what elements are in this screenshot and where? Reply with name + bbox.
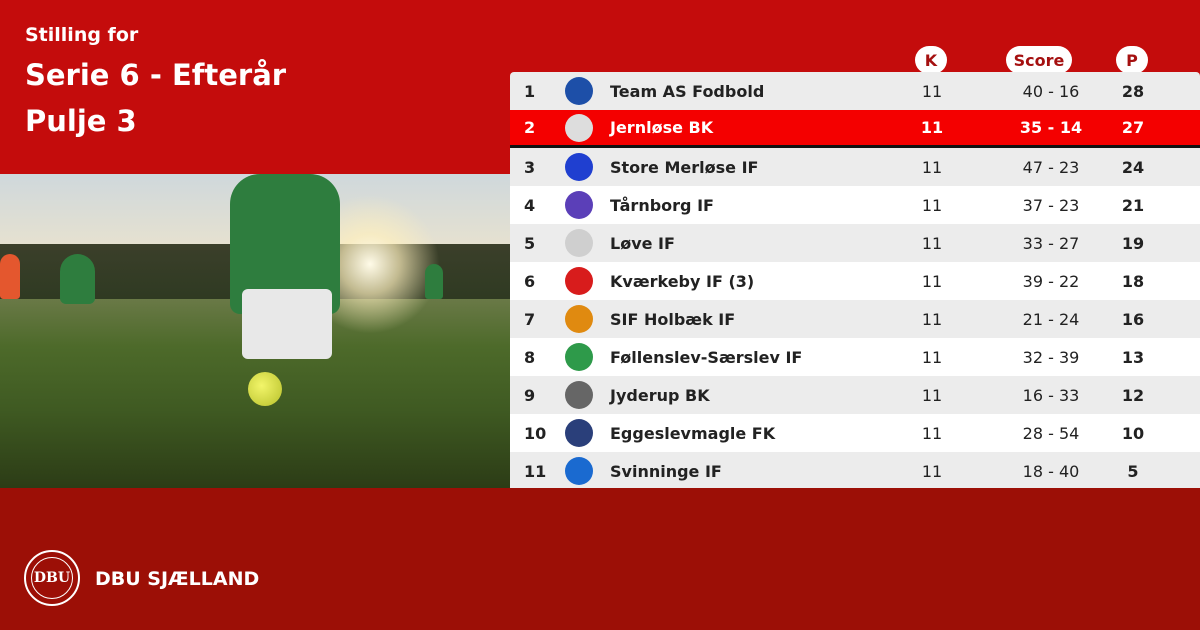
position: 6 bbox=[524, 271, 536, 291]
brand-name: DBU SJÆLLAND bbox=[95, 568, 260, 590]
points: 28 bbox=[1121, 81, 1145, 101]
goal-score: 33 - 27 bbox=[1022, 233, 1080, 253]
matches-played: 11 bbox=[921, 271, 943, 291]
table-row: 7 SIF Holbæk IF 11 21 - 24 16 bbox=[510, 300, 1200, 338]
goal-score: 40 - 16 bbox=[1022, 81, 1080, 101]
matches-played: 11 bbox=[921, 461, 943, 481]
footer-band bbox=[0, 488, 1200, 630]
photo-player-bg bbox=[60, 254, 95, 304]
football-photo bbox=[0, 174, 510, 488]
points: 5 bbox=[1127, 461, 1139, 481]
points: 16 bbox=[1121, 309, 1145, 329]
position: 4 bbox=[524, 195, 536, 215]
subtitle: Stilling for bbox=[25, 24, 139, 46]
position: 11 bbox=[524, 461, 547, 481]
team-crest-icon bbox=[565, 419, 593, 447]
points: 10 bbox=[1121, 423, 1145, 443]
pool-title: Pulje 3 bbox=[25, 104, 137, 138]
matches-played: 11 bbox=[921, 157, 943, 177]
points: 21 bbox=[1121, 195, 1145, 215]
team-name: Svinninge IF bbox=[610, 461, 722, 481]
goal-score: 16 - 33 bbox=[1022, 385, 1080, 405]
table-row: 11 Svinninge IF 11 18 - 40 5 bbox=[510, 452, 1200, 490]
position: 2 bbox=[524, 118, 536, 137]
goal-score: 28 - 54 bbox=[1022, 423, 1080, 443]
table-row: 3 Store Merløse IF 11 47 - 23 24 bbox=[510, 148, 1200, 186]
position: 8 bbox=[524, 347, 536, 367]
team-name: Team AS Fodbold bbox=[610, 81, 765, 101]
team-crest-icon bbox=[565, 153, 593, 181]
goal-score: 21 - 24 bbox=[1022, 309, 1080, 329]
matches-played: 11 bbox=[920, 118, 944, 137]
column-header-score: Score bbox=[1006, 46, 1072, 74]
table-row: 5 Løve IF 11 33 - 27 19 bbox=[510, 224, 1200, 262]
matches-played: 11 bbox=[921, 309, 943, 329]
goal-score: 37 - 23 bbox=[1022, 195, 1080, 215]
league-title: Serie 6 - Efterår bbox=[25, 58, 287, 92]
goal-score: 18 - 40 bbox=[1022, 461, 1080, 481]
team-name: Føllenslev-Særslev IF bbox=[610, 347, 803, 367]
photo-player-bg bbox=[425, 264, 443, 299]
table-row: 10 Eggeslevmagle FK 11 28 - 54 10 bbox=[510, 414, 1200, 452]
points: 13 bbox=[1121, 347, 1145, 367]
table-row: 8 Føllenslev-Særslev IF 11 32 - 39 13 bbox=[510, 338, 1200, 376]
photo-player-bg bbox=[0, 254, 20, 299]
goal-score: 32 - 39 bbox=[1022, 347, 1080, 367]
points: 24 bbox=[1121, 157, 1145, 177]
team-name: Kværkeby IF (3) bbox=[610, 271, 755, 291]
points: 19 bbox=[1121, 233, 1145, 253]
table-row: 9 Jyderup BK 11 16 - 33 12 bbox=[510, 376, 1200, 414]
position: 3 bbox=[524, 157, 536, 177]
goal-score: 35 - 14 bbox=[1019, 118, 1083, 137]
goal-score: 39 - 22 bbox=[1022, 271, 1080, 291]
position: 9 bbox=[524, 385, 536, 405]
points: 18 bbox=[1121, 271, 1145, 291]
points: 27 bbox=[1121, 118, 1145, 137]
team-name: SIF Holbæk IF bbox=[610, 309, 736, 329]
table-row: 4 Tårnborg IF 11 37 - 23 21 bbox=[510, 186, 1200, 224]
position: 5 bbox=[524, 233, 536, 253]
team-crest-icon bbox=[565, 457, 593, 485]
team-name: Jernløse BK bbox=[610, 118, 714, 137]
team-crest-icon bbox=[565, 191, 593, 219]
column-header-k: K bbox=[915, 46, 947, 74]
team-crest-icon bbox=[565, 381, 593, 409]
points: 12 bbox=[1121, 385, 1145, 405]
team-name: Løve IF bbox=[610, 233, 675, 253]
photo-player-shorts bbox=[242, 289, 332, 359]
matches-played: 11 bbox=[921, 385, 943, 405]
position: 1 bbox=[524, 81, 536, 101]
team-crest-icon bbox=[565, 343, 593, 371]
team-crest-icon bbox=[565, 113, 593, 142]
matches-played: 11 bbox=[921, 347, 943, 367]
matches-played: 11 bbox=[921, 233, 943, 253]
matches-played: 11 bbox=[921, 81, 943, 101]
team-crest-icon bbox=[565, 267, 593, 295]
team-name: Tårnborg IF bbox=[610, 195, 714, 215]
team-name: Eggeslevmagle FK bbox=[610, 423, 776, 443]
position: 7 bbox=[524, 309, 536, 329]
column-header-p: P bbox=[1116, 46, 1148, 74]
matches-played: 11 bbox=[921, 195, 943, 215]
table-row: 6 Kværkeby IF (3) 11 39 - 22 18 bbox=[510, 262, 1200, 300]
matches-played: 11 bbox=[921, 423, 943, 443]
team-crest-icon bbox=[565, 77, 593, 105]
dbu-logo: DBU bbox=[24, 550, 80, 606]
goal-score: 47 - 23 bbox=[1022, 157, 1080, 177]
table-row: 2 Jernløse BK 11 35 - 14 27 bbox=[510, 110, 1200, 148]
position: 10 bbox=[524, 423, 547, 443]
team-name: Store Merløse IF bbox=[610, 157, 759, 177]
standings-table: 1 Team AS Fodbold 11 40 - 16 28 2 Jernløs… bbox=[510, 72, 1200, 528]
team-crest-icon bbox=[565, 305, 593, 333]
team-name: Jyderup BK bbox=[610, 385, 710, 405]
table-row: 1 Team AS Fodbold 11 40 - 16 28 bbox=[510, 72, 1200, 110]
team-crest-icon bbox=[565, 229, 593, 257]
photo-ball bbox=[248, 372, 282, 406]
